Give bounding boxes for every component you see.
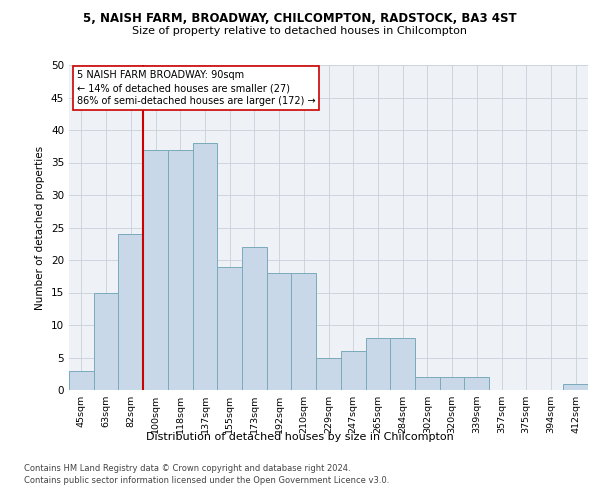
Bar [365, 338, 390, 390]
Bar [168, 150, 193, 390]
Bar [242, 247, 267, 390]
Bar [267, 273, 292, 390]
Text: Distribution of detached houses by size in Chilcompton: Distribution of detached houses by size … [146, 432, 454, 442]
Bar [390, 338, 415, 390]
Text: 5 NAISH FARM BROADWAY: 90sqm
← 14% of detached houses are smaller (27)
86% of se: 5 NAISH FARM BROADWAY: 90sqm ← 14% of de… [77, 70, 316, 106]
Bar [563, 384, 588, 390]
Bar [69, 370, 94, 390]
Text: Contains public sector information licensed under the Open Government Licence v3: Contains public sector information licen… [24, 476, 389, 485]
Bar [440, 377, 464, 390]
Text: 5, NAISH FARM, BROADWAY, CHILCOMPTON, RADSTOCK, BA3 4ST: 5, NAISH FARM, BROADWAY, CHILCOMPTON, RA… [83, 12, 517, 26]
Bar [94, 292, 118, 390]
Bar [464, 377, 489, 390]
Text: Contains HM Land Registry data © Crown copyright and database right 2024.: Contains HM Land Registry data © Crown c… [24, 464, 350, 473]
Y-axis label: Number of detached properties: Number of detached properties [35, 146, 46, 310]
Bar [143, 150, 168, 390]
Text: Size of property relative to detached houses in Chilcompton: Size of property relative to detached ho… [133, 26, 467, 36]
Bar [118, 234, 143, 390]
Bar [415, 377, 440, 390]
Bar [292, 273, 316, 390]
Bar [193, 143, 217, 390]
Bar [217, 266, 242, 390]
Bar [316, 358, 341, 390]
Bar [341, 351, 365, 390]
